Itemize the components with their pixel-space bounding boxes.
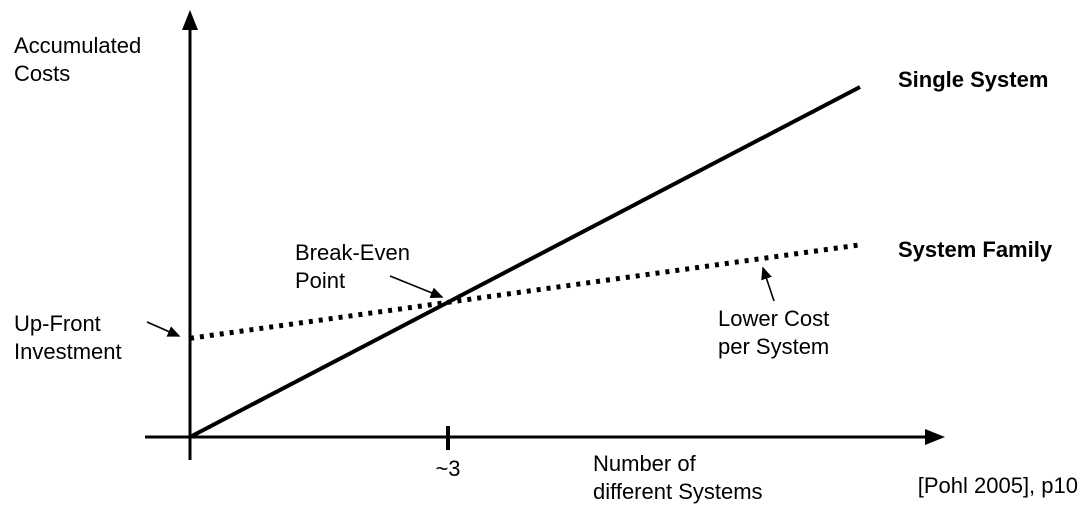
citation: [Pohl 2005], p10: [917, 473, 1078, 498]
up-front-arrow: [146, 321, 181, 337]
up-front-label: Up-Front Investment: [14, 311, 122, 364]
x-axis-label: Number of different Systems: [593, 451, 763, 504]
break-even-arrow: [389, 275, 444, 298]
series-line-system-family: [189, 242, 861, 341]
lower-cost-label: Lower Cost per System: [718, 306, 830, 359]
lower-cost-arrow: [761, 266, 775, 302]
series-layer: [189, 85, 861, 439]
y-axis-label: Accumulated Costs: [14, 33, 142, 86]
series-label-single-system: Single System: [898, 67, 1049, 92]
x-tick-label: ~3: [435, 456, 461, 481]
y-axis-arrowhead: [182, 10, 198, 30]
series-line-single-system: [189, 85, 861, 439]
series-label-system-family: System Family: [898, 237, 1053, 262]
break-even-label: Break-Even Point: [295, 240, 410, 293]
x-axis-arrowhead: [925, 429, 945, 445]
